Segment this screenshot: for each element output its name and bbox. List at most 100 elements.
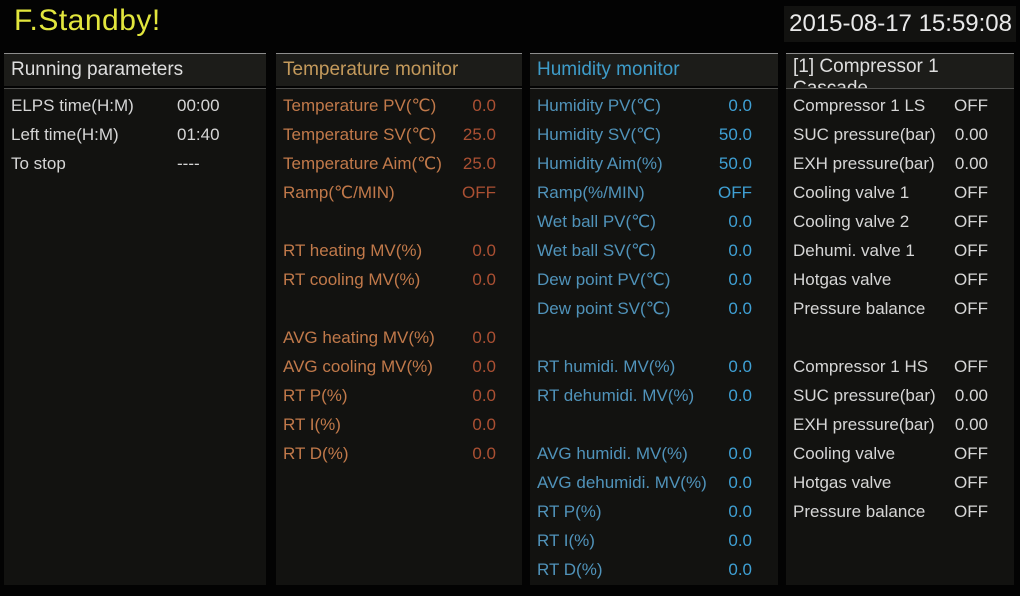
table-row: Ramp(%/MIN) OFF [530, 178, 778, 207]
table-row: AVG heating MV(%) 0.0 [276, 323, 522, 352]
row-value: OFF [954, 443, 988, 463]
row-value: 0.0 [728, 269, 752, 289]
table-row: Temperature Aim(℃) 25.0 [276, 149, 522, 178]
table-row: Compressor 1 LS OFF [786, 91, 1014, 120]
row-label: Cooling valve 2 [793, 211, 910, 231]
panel-title-humidity-monitor: Humidity monitor [530, 53, 778, 86]
table-row: Pressure balance OFF [786, 294, 1014, 323]
row-value: 0.00 [954, 124, 988, 144]
row-value: 0.0 [472, 385, 496, 405]
row-label: Wet ball SV(℃) [537, 240, 656, 260]
table-row: RT heating MV(%) 0.0 [276, 236, 522, 265]
row-value: OFF [954, 356, 988, 376]
table-row: To stop ---- [4, 149, 266, 178]
table-row: Dehumi. valve 1 OFF [786, 236, 1014, 265]
panel-title-temperature-monitor: Temperature monitor [276, 53, 522, 86]
table-row: RT P(%) 0.0 [276, 381, 522, 410]
row-label: Hotgas valve [793, 472, 892, 492]
panel-running-parameters: ELPS time(H:M) 00:00 Left time(H:M) 01:40 To… [4, 88, 266, 585]
row-label: Pressure balance [793, 298, 926, 318]
row-value: 0.0 [728, 472, 752, 492]
row-value: 0.0 [472, 327, 496, 347]
table-row: Temperature PV(℃) 0.0 [276, 91, 522, 120]
row-spacer [276, 294, 522, 323]
row-value: 0.00 [954, 385, 988, 405]
machine-status-title: F.Standby! [14, 4, 161, 37]
row-value: 0.0 [728, 501, 752, 521]
table-row: Wet ball PV(℃) 0.0 [530, 207, 778, 236]
row-value: 0.0 [728, 530, 752, 550]
table-row: SUC pressure(bar) 0.00 [786, 120, 1014, 149]
table-row: Humidity Aim(%) 50.0 [530, 149, 778, 178]
row-spacer [276, 207, 522, 236]
row-label: Humidity Aim(%) [537, 153, 663, 173]
row-value: 01:40 [177, 124, 220, 144]
table-row: RT D(%) 0.0 [276, 439, 522, 468]
row-value: 0.0 [472, 95, 496, 115]
row-value: 0.0 [728, 211, 752, 231]
row-label: Ramp(%/MIN) [537, 182, 645, 202]
table-row: SUC pressure(bar) 0.00 [786, 381, 1014, 410]
row-label: RT I(%) [537, 530, 595, 550]
row-label: RT P(%) [283, 385, 348, 405]
row-value: 0.00 [954, 414, 988, 434]
row-label: Cooling valve [793, 443, 896, 463]
row-spacer [786, 323, 1014, 352]
row-label: Dew point SV(℃) [537, 298, 671, 318]
row-value: 0.0 [472, 414, 496, 434]
row-label: RT D(%) [537, 559, 603, 579]
table-row: Hotgas valve OFF [786, 468, 1014, 497]
row-label: AVG dehumidi. MV(%) [537, 472, 707, 492]
row-spacer [530, 323, 778, 352]
row-value: OFF [954, 182, 988, 202]
row-label: Wet ball PV(℃) [537, 211, 656, 231]
row-spacer [530, 410, 778, 439]
row-value: 50.0 [718, 124, 752, 144]
table-row: AVG humidi. MV(%) 0.0 [530, 439, 778, 468]
row-value: 0.0 [472, 443, 496, 463]
row-value: 0.0 [472, 269, 496, 289]
row-value: OFF [954, 472, 988, 492]
row-label: EXH pressure(bar) [793, 153, 935, 173]
row-value: 0.0 [472, 356, 496, 376]
row-label: RT P(%) [537, 501, 602, 521]
table-row: Pressure balance OFF [786, 497, 1014, 526]
table-row: RT I(%) 0.0 [530, 526, 778, 555]
row-label: To stop [11, 153, 66, 173]
row-value: OFF [718, 182, 752, 202]
row-label: SUC pressure(bar) [793, 124, 936, 144]
table-row: Dew point SV(℃) 0.0 [530, 294, 778, 323]
table-row: ELPS time(H:M) 00:00 [4, 91, 266, 120]
table-row: EXH pressure(bar) 0.00 [786, 149, 1014, 178]
datetime-display: 2015-08-17 15:59:08 [784, 6, 1016, 42]
panel-title-compressor-cascade: [1] Compressor 1 Cascade [786, 53, 1014, 88]
table-row: Cooling valve 1 OFF [786, 178, 1014, 207]
row-value: 0.0 [728, 298, 752, 318]
row-value: OFF [954, 211, 988, 231]
row-label: Hotgas valve [793, 269, 892, 289]
table-row: Humidity PV(℃) 0.0 [530, 91, 778, 120]
row-label: Temperature Aim(℃) [283, 153, 442, 173]
panel-temperature-monitor: Temperature PV(℃) 0.0 Temperature SV(℃) 25.… [276, 88, 522, 585]
row-label: EXH pressure(bar) [793, 414, 935, 434]
row-label: RT I(%) [283, 414, 341, 434]
panel-title-running-parameters: Running parameters [4, 53, 266, 86]
row-value: 50.0 [718, 153, 752, 173]
table-row: Compressor 1 HS OFF [786, 352, 1014, 381]
table-row: RT P(%) 0.0 [530, 497, 778, 526]
row-label: ELPS time(H:M) [11, 95, 134, 115]
row-label: Humidity PV(℃) [537, 95, 661, 115]
row-value: OFF [954, 269, 988, 289]
row-label: Humidity SV(℃) [537, 124, 661, 144]
row-label: AVG cooling MV(%) [283, 356, 433, 376]
row-value: OFF [954, 95, 988, 115]
table-row: Dew point PV(℃) 0.0 [530, 265, 778, 294]
row-value: OFF [954, 501, 988, 521]
table-row: RT cooling MV(%) 0.0 [276, 265, 522, 294]
row-label: Dehumi. valve 1 [793, 240, 915, 260]
row-label: RT dehumidi. MV(%) [537, 385, 695, 405]
row-label: AVG heating MV(%) [283, 327, 435, 347]
row-label: Temperature SV(℃) [283, 124, 437, 144]
row-value: 25.0 [462, 153, 496, 173]
row-value: 0.0 [728, 95, 752, 115]
